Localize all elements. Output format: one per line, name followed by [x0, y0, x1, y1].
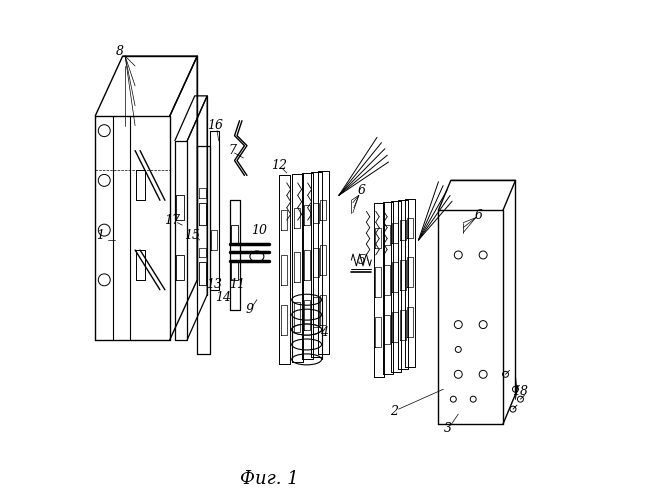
Text: 15: 15: [184, 228, 200, 241]
Text: 1: 1: [96, 228, 104, 241]
Text: 9: 9: [245, 303, 253, 316]
Ellipse shape: [291, 324, 322, 335]
Ellipse shape: [291, 339, 322, 350]
Text: 6: 6: [474, 208, 482, 222]
Text: 2: 2: [390, 405, 397, 418]
Text: 8: 8: [116, 44, 124, 58]
Text: 6: 6: [357, 184, 365, 197]
Text: 5: 5: [357, 254, 365, 268]
Text: 3: 3: [444, 422, 452, 436]
Text: 17: 17: [164, 214, 180, 226]
Text: 4: 4: [320, 326, 328, 338]
Text: 10: 10: [251, 224, 267, 236]
Ellipse shape: [291, 354, 322, 365]
Text: 7: 7: [228, 144, 236, 157]
Text: 12: 12: [271, 159, 288, 172]
Text: 16: 16: [207, 119, 222, 132]
Text: 13: 13: [206, 278, 222, 291]
Text: 11: 11: [229, 278, 245, 291]
Text: 14: 14: [216, 290, 232, 304]
Text: Фиг. 1: Фиг. 1: [240, 470, 299, 488]
Text: 18: 18: [513, 385, 528, 398]
